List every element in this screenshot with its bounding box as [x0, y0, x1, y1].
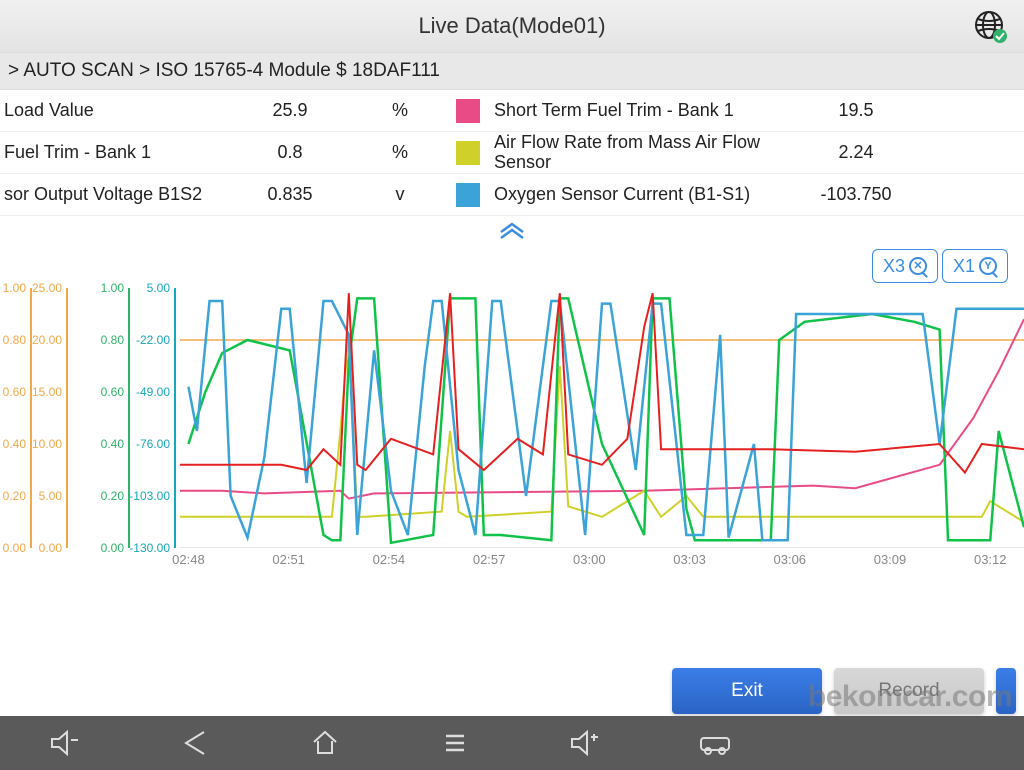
param-label: Air Flow Rate from Mass Air Flow Sensor [486, 133, 786, 173]
param-label: Oxygen Sensor Current (B1-S1) [486, 185, 786, 205]
table-row: Fuel Trim - Bank 1 0.8 % Air Flow Rate f… [0, 132, 1024, 174]
param-value: 25.9 [230, 100, 350, 121]
record-button[interactable]: Record [834, 668, 984, 714]
param-value: 2.24 [786, 142, 926, 163]
param-value: 19.5 [786, 100, 926, 121]
header: Live Data(Mode01) [0, 0, 1024, 52]
volume-down-icon[interactable] [0, 728, 130, 758]
back-icon[interactable] [130, 728, 260, 758]
more-button[interactable] [996, 668, 1016, 714]
zoom-x3-button[interactable]: X3 ✕ [872, 249, 938, 283]
car-icon[interactable] [650, 728, 780, 758]
volume-up-icon[interactable] [520, 728, 650, 758]
zoom-x1-button[interactable]: X1 Y [942, 249, 1008, 283]
chart-plot [180, 288, 1024, 548]
color-swatch [450, 141, 486, 165]
chevron-up-double-icon [497, 220, 527, 240]
zoom-label: X1 [953, 256, 975, 277]
zoom-x-icon: ✕ [909, 257, 927, 275]
data-table: Load Value 25.9 % Short Term Fuel Trim -… [0, 90, 1024, 216]
collapse-toggle[interactable] [0, 216, 1024, 244]
navbar [0, 716, 1024, 770]
param-unit: v [350, 184, 450, 205]
param-label: Short Term Fuel Trim - Bank 1 [486, 101, 786, 121]
menu-icon[interactable] [390, 728, 520, 758]
zoom-label: X3 [883, 256, 905, 277]
param-value: 0.835 [230, 184, 350, 205]
param-label: Fuel Trim - Bank 1 [0, 142, 230, 163]
param-value: 0.8 [230, 142, 350, 163]
param-value: -103.750 [786, 184, 926, 205]
zoom-y-icon: Y [979, 257, 997, 275]
param-label: sor Output Voltage B1S2 [0, 184, 230, 205]
color-swatch [450, 183, 486, 207]
chart-area[interactable]: 1.000.800.600.400.200.0025.0020.0015.001… [0, 288, 1024, 608]
breadcrumb[interactable]: > AUTO SCAN > ISO 15765-4 Module $ 18DAF… [0, 52, 1024, 90]
table-row: Load Value 25.9 % Short Term Fuel Trim -… [0, 90, 1024, 132]
param-label: Load Value [0, 100, 230, 121]
globe-online-icon[interactable] [972, 8, 1008, 49]
param-unit: % [350, 100, 450, 121]
action-bar: Exit Record [672, 668, 1024, 714]
param-unit: % [350, 142, 450, 163]
home-icon[interactable] [260, 728, 390, 758]
color-swatch [450, 99, 486, 123]
exit-button[interactable]: Exit [672, 668, 822, 714]
table-row: sor Output Voltage B1S2 0.835 v Oxygen S… [0, 174, 1024, 216]
page-title: Live Data(Mode01) [418, 13, 605, 39]
